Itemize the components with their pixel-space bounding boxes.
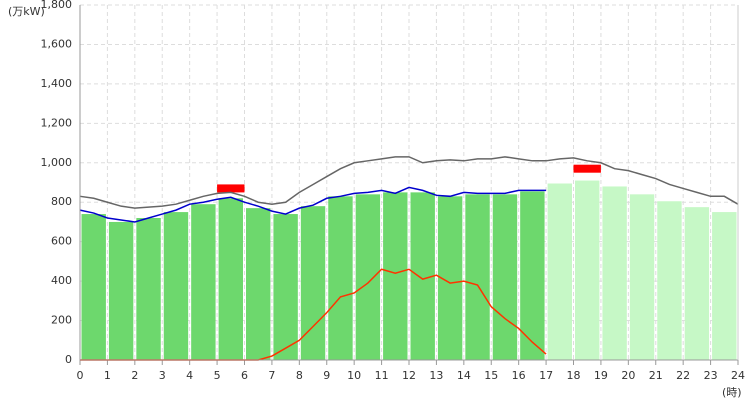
bar [465,194,490,360]
bar [328,196,353,360]
y-tick-label: 600 [51,235,72,248]
x-unit-label: (時) [722,386,742,399]
bar [712,212,737,360]
bar [300,206,326,360]
bar [575,180,600,360]
peak-marker [573,164,601,173]
x-tick-label: 24 [731,369,745,382]
bar [273,214,298,360]
bar [629,194,655,360]
bar [383,192,408,360]
x-tick-label: 22 [676,369,690,382]
y-tick-label: 200 [51,314,72,327]
line [79,156,739,209]
x-tick-label: 21 [649,369,663,382]
bar [81,214,106,360]
x-tick-label: 2 [131,369,138,382]
x-tick-label: 13 [429,369,443,382]
bar [657,201,682,360]
y-unit-label: (万kW) [8,5,45,18]
x-tick-label: 16 [512,369,526,382]
y-tick-label: 1,400 [41,77,73,90]
x-tick-label: 3 [159,369,166,382]
x-tick-label: 7 [268,369,275,382]
x-tick-label: 18 [567,369,581,382]
x-tick-label: 19 [594,369,608,382]
bar [108,221,134,360]
bar [684,207,710,360]
bar [191,204,216,360]
x-tick-label: 1 [104,369,111,382]
bar [492,194,518,360]
line [79,186,547,223]
x-tick-label: 12 [402,369,416,382]
peak-marker [217,184,245,193]
y-tick-label: 1,200 [41,116,73,129]
bar [547,183,572,360]
x-tick-label: 5 [214,369,221,382]
bar [355,194,381,360]
bar [218,198,243,360]
x-tick-label: 11 [375,369,389,382]
y-tick-label: 400 [51,274,72,287]
x-tick-label: 8 [296,369,303,382]
x-tick-label: 4 [186,369,193,382]
x-tick-label: 23 [704,369,718,382]
y-tick-label: 0 [65,353,72,366]
x-tick-label: 6 [241,369,248,382]
x-tick-label: 20 [621,369,635,382]
x-tick-label: 10 [347,369,361,382]
x-tick-label: 17 [539,369,553,382]
x-tick-label: 0 [77,369,84,382]
x-tick-label: 9 [323,369,330,382]
bar [136,218,161,360]
bar [163,212,189,360]
bar [520,191,545,360]
y-tick-label: 800 [51,195,72,208]
bar [602,186,627,360]
y-tick-label: 1,000 [41,156,73,169]
x-tick-label: 15 [484,369,498,382]
y-tick-label: 1,800 [41,0,73,11]
y-tick-label: 1,600 [41,37,73,50]
bar [246,208,271,360]
x-tick-label: 14 [457,369,471,382]
